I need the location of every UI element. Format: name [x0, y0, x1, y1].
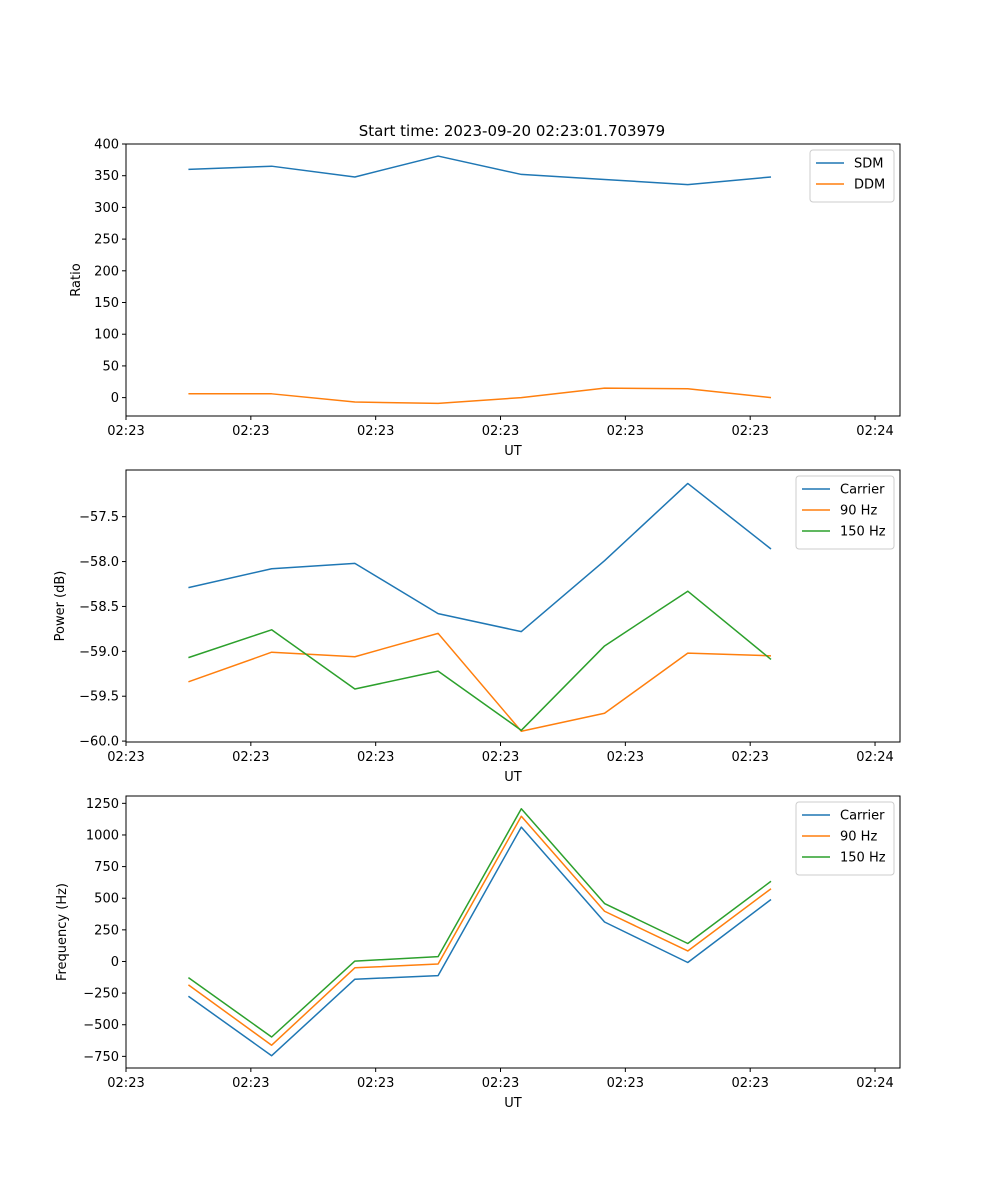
x-axis-label: UT — [504, 770, 522, 785]
x-tick-label: 02:23 — [607, 1076, 644, 1091]
y-tick-label: 750 — [94, 860, 119, 875]
y-tick-label: 1250 — [86, 797, 119, 812]
x-tick-label: 02:23 — [607, 750, 644, 765]
series-line-150-hz — [188, 590, 772, 732]
series-line-90-hz — [188, 632, 772, 732]
x-tick-label: 02:23 — [482, 424, 519, 439]
x-tick-label: 02:23 — [357, 750, 394, 765]
legend-label: 90 Hz — [840, 830, 877, 845]
series-line-sdm — [188, 155, 772, 186]
x-tick-label: 02:23 — [607, 424, 644, 439]
x-tick-label: 02:23 — [731, 424, 768, 439]
y-tick-label: −250 — [83, 987, 119, 1002]
y-tick-label: 250 — [94, 923, 119, 938]
series-line-ddm — [188, 387, 772, 405]
legend-label: SDM — [854, 157, 883, 172]
legend-label: 90 Hz — [840, 504, 877, 519]
y-axis-label: Power (dB) — [53, 571, 68, 642]
y-tick-label: −500 — [83, 1018, 119, 1033]
x-tick-label: 02:24 — [856, 750, 893, 765]
x-tick-label: 02:23 — [357, 424, 394, 439]
y-tick-label: 50 — [102, 359, 119, 374]
x-tick-label: 02:23 — [107, 424, 144, 439]
series-line-150-hz — [187, 808, 772, 1038]
legend-label: Carrier — [840, 483, 885, 498]
axes-frame — [125, 469, 901, 743]
series-line-carrier — [187, 826, 772, 1057]
x-tick-label: 02:23 — [232, 424, 269, 439]
chart-panel-2: 02:23 02:23 02:23 02:23 02:23 02:23 02:24 −60.0… — [53, 469, 901, 785]
x-tick-label: 02:23 — [357, 1076, 394, 1091]
legend-label: DDM — [854, 178, 885, 193]
y-tick-label: 1000 — [86, 828, 119, 843]
x-tick-label: 02:24 — [856, 424, 893, 439]
y-tick-label: −59.0 — [79, 645, 119, 660]
y-tick-label: 350 — [94, 169, 119, 184]
y-tick-label: 400 — [94, 138, 119, 153]
y-tick-label: −750 — [83, 1050, 119, 1065]
chart-panel-3: 02:23 02:23 02:23 02:23 02:23 02:23 02:24 −750 −… — [55, 795, 901, 1111]
figure-title: Start time: 2023-09-20 02:23:01.703979 — [359, 122, 665, 140]
series-line-90-hz — [187, 815, 772, 1046]
legend-label: 150 Hz — [840, 851, 886, 866]
y-axis-label: Frequency (Hz) — [55, 883, 70, 981]
legend-label: Carrier — [840, 809, 885, 824]
y-tick-label: 200 — [94, 264, 119, 279]
series-line-carrier — [188, 482, 772, 633]
y-tick-label: 100 — [94, 328, 119, 343]
y-tick-label: 150 — [94, 296, 119, 311]
x-tick-label: 02:23 — [482, 1076, 519, 1091]
y-tick-label: −60.0 — [79, 735, 119, 750]
x-axis-label: UT — [504, 444, 522, 459]
legend-label: 150 Hz — [840, 525, 886, 540]
y-tick-label: −59.5 — [79, 690, 119, 705]
x-tick-label: 02:23 — [731, 750, 768, 765]
y-tick-label: −57.5 — [79, 510, 119, 525]
x-tick-label: 02:23 — [232, 1076, 269, 1091]
x-tick-label: 02:23 — [107, 1076, 144, 1091]
y-axis-label: Ratio — [69, 263, 84, 296]
x-tick-label: 02:23 — [232, 750, 269, 765]
y-tick-label: −58.5 — [79, 600, 119, 615]
x-tick-label: 02:24 — [856, 1076, 893, 1091]
y-tick-label: 500 — [94, 892, 119, 907]
axes-frame — [125, 143, 901, 417]
x-tick-label: 02:23 — [482, 750, 519, 765]
y-tick-label: 300 — [94, 201, 119, 216]
x-tick-label: 02:23 — [731, 1076, 768, 1091]
y-tick-label: 0 — [111, 955, 119, 970]
y-tick-label: 0 — [111, 391, 119, 406]
y-tick-label: −58.0 — [79, 555, 119, 570]
x-axis-label: UT — [504, 1096, 522, 1111]
y-tick-label: 250 — [94, 233, 119, 248]
x-tick-label: 02:23 — [107, 750, 144, 765]
chart-panel-1: 02:23 02:23 02:23 02:23 02:23 02:23 02:24 0 50 10… — [69, 138, 901, 459]
axes-frame — [125, 795, 901, 1069]
